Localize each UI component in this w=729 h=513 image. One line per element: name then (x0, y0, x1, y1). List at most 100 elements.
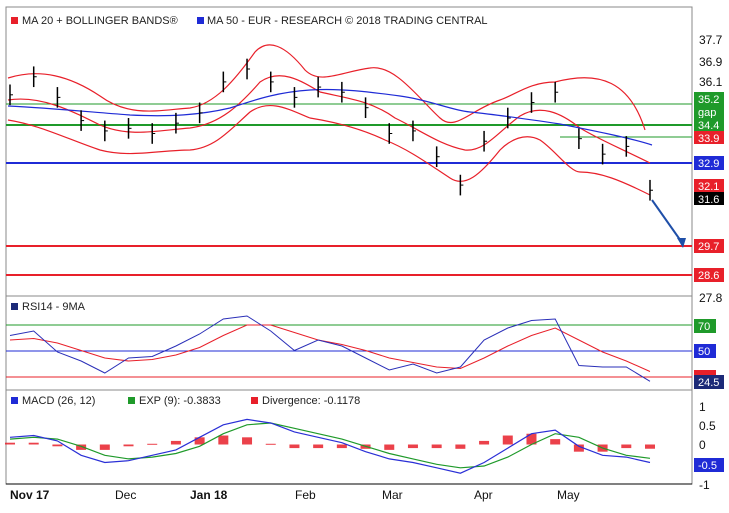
price-panel-frame (5, 6, 693, 297)
tag-rsi-24-5: 24.5 (698, 377, 719, 389)
bollinger-upper-band (7, 44, 646, 131)
macd-exp-line (9, 422, 651, 469)
legend-rsi: RSI14 - 9MA (22, 301, 86, 313)
tag-macd-minus-0-5-bg (694, 458, 724, 472)
tag-28-6: 28.6 (698, 270, 719, 282)
month-may: May (557, 488, 580, 502)
divergence-bar (52, 444, 63, 447)
price-axis: 37.7 36.9 36.1 27.8 (699, 33, 723, 305)
tag-31-6: 31.6 (698, 194, 719, 206)
rsi14-line (9, 315, 651, 382)
tag-rsi-50-bg (694, 344, 716, 358)
rsi-ma-line (9, 324, 651, 372)
tag-gap: gap (698, 107, 716, 119)
divergence-bar (147, 443, 158, 445)
macd-line (9, 418, 651, 474)
tag-32-1-bg (694, 179, 724, 192)
divergence-bar (573, 444, 584, 452)
divergence-bar (431, 444, 442, 449)
tag-rsi-24-5-bg (694, 375, 724, 389)
legend-ma50: MA 50 - EUR - RESEARCH © 2018 TRADING CE… (207, 15, 488, 27)
price-tick-27-8: 27.8 (699, 291, 723, 305)
divergence-bar (526, 433, 537, 445)
x-axis-labels: Nov 17 Dec Jan 18 Feb Mar Apr May (10, 488, 580, 502)
tag-29-7: 29.7 (698, 241, 719, 253)
divergence-bar (384, 444, 395, 450)
rsi-panel-frame (5, 295, 693, 391)
divergence-bar (5, 442, 15, 445)
tag-rsi-70: 70 (698, 321, 710, 333)
legend-swatch-bollinger (11, 17, 18, 24)
price-tick-36-9: 36.9 (699, 55, 723, 69)
tag-32-9-bg (694, 156, 724, 170)
divergence-bar (502, 435, 513, 445)
divergence-bar (550, 439, 561, 445)
month-dec: Dec (115, 488, 136, 502)
legend-swatch-rsi (11, 303, 18, 310)
tag-macd-minus-0-5: -0.5 (698, 460, 717, 472)
divergence-bar (407, 444, 418, 449)
month-jan-18: Jan 18 (190, 488, 228, 502)
price-tick-37-7: 37.7 (699, 33, 723, 47)
legend-exp: EXP (9): -0.3833 (139, 395, 221, 407)
macd-tick-0: 0 (699, 438, 706, 452)
divergence-bar (123, 444, 134, 447)
ma20-line (7, 75, 651, 164)
projection-arrow-line (651, 199, 684, 245)
divergence-bar (313, 444, 324, 449)
bollinger-lower-band (7, 104, 651, 196)
price-bars (9, 58, 653, 201)
divergence-bar (336, 444, 347, 449)
month-feb: Feb (295, 488, 316, 502)
divergence-bar (265, 443, 276, 445)
macd-tick-1: 1 (699, 400, 706, 414)
tag-35-2-bg (694, 92, 724, 105)
tag-rsi-70-bg (694, 319, 716, 333)
divergence-bar (170, 440, 181, 445)
divergence-bar (99, 444, 110, 450)
divergence-bar (28, 442, 39, 445)
price-tick-36-1: 36.1 (699, 75, 723, 89)
divergence-bar (455, 444, 466, 449)
tag-33-9-bg (694, 131, 724, 144)
macd-legend: MACD (26, 12) EXP (9): -0.3833 Divergenc… (11, 395, 360, 407)
legend-swatch-ma50 (197, 17, 204, 24)
price-legend: MA 20 + BOLLINGER BANDS® MA 50 - EUR - R… (11, 15, 488, 27)
tag-rsi-30-bg (694, 370, 716, 376)
legend-macd: MACD (26, 12) (22, 395, 95, 407)
projection-arrow-head-icon (677, 238, 686, 248)
legend-swatch-macd (11, 397, 18, 404)
tag-rsi-50: 50 (698, 346, 710, 358)
divergence-bar (645, 444, 655, 449)
tag-28-6-bg (694, 268, 724, 282)
legend-divergence: Divergence: -0.1178 (262, 395, 360, 407)
divergence-bar (289, 444, 300, 449)
month-mar: Mar (382, 488, 403, 502)
macd-tick-0-5: 0.5 (699, 419, 716, 433)
month-apr: Apr (474, 488, 493, 502)
tag-31-6-bg (694, 192, 724, 205)
legend-swatch-exp (128, 397, 135, 404)
macd-axis: 1 0.5 0 -1 -0.5 (694, 400, 724, 492)
rsi-legend: RSI14 - 9MA (11, 301, 86, 313)
tag-33-9: 33.9 (698, 133, 719, 145)
rsi-tags: 70 50 24.5 (694, 319, 724, 389)
divergence-bar (242, 437, 253, 445)
tag-32-1: 32.1 (698, 181, 719, 193)
macd-tick-minus-1: -1 (699, 478, 710, 492)
divergence-bar (218, 435, 229, 445)
divergence-bar (194, 437, 205, 445)
divergence-bar (479, 440, 490, 445)
tag-gap-bg (694, 105, 724, 118)
divergence-bar (76, 444, 87, 450)
price-tags: 35.2 gap 34.4 33.9 32.9 32.1 31.6 29.7 2… (694, 92, 724, 282)
tag-34-4-bg (694, 118, 724, 131)
tag-29-7-bg (694, 239, 724, 253)
month-nov-17: Nov 17 (10, 488, 50, 502)
tag-35-2: 35.2 (698, 94, 719, 106)
legend-bollinger: MA 20 + BOLLINGER BANDS® (22, 15, 178, 27)
tag-34-4: 34.4 (698, 120, 719, 132)
legend-swatch-divergence (251, 397, 258, 404)
tag-32-9: 32.9 (698, 158, 719, 170)
